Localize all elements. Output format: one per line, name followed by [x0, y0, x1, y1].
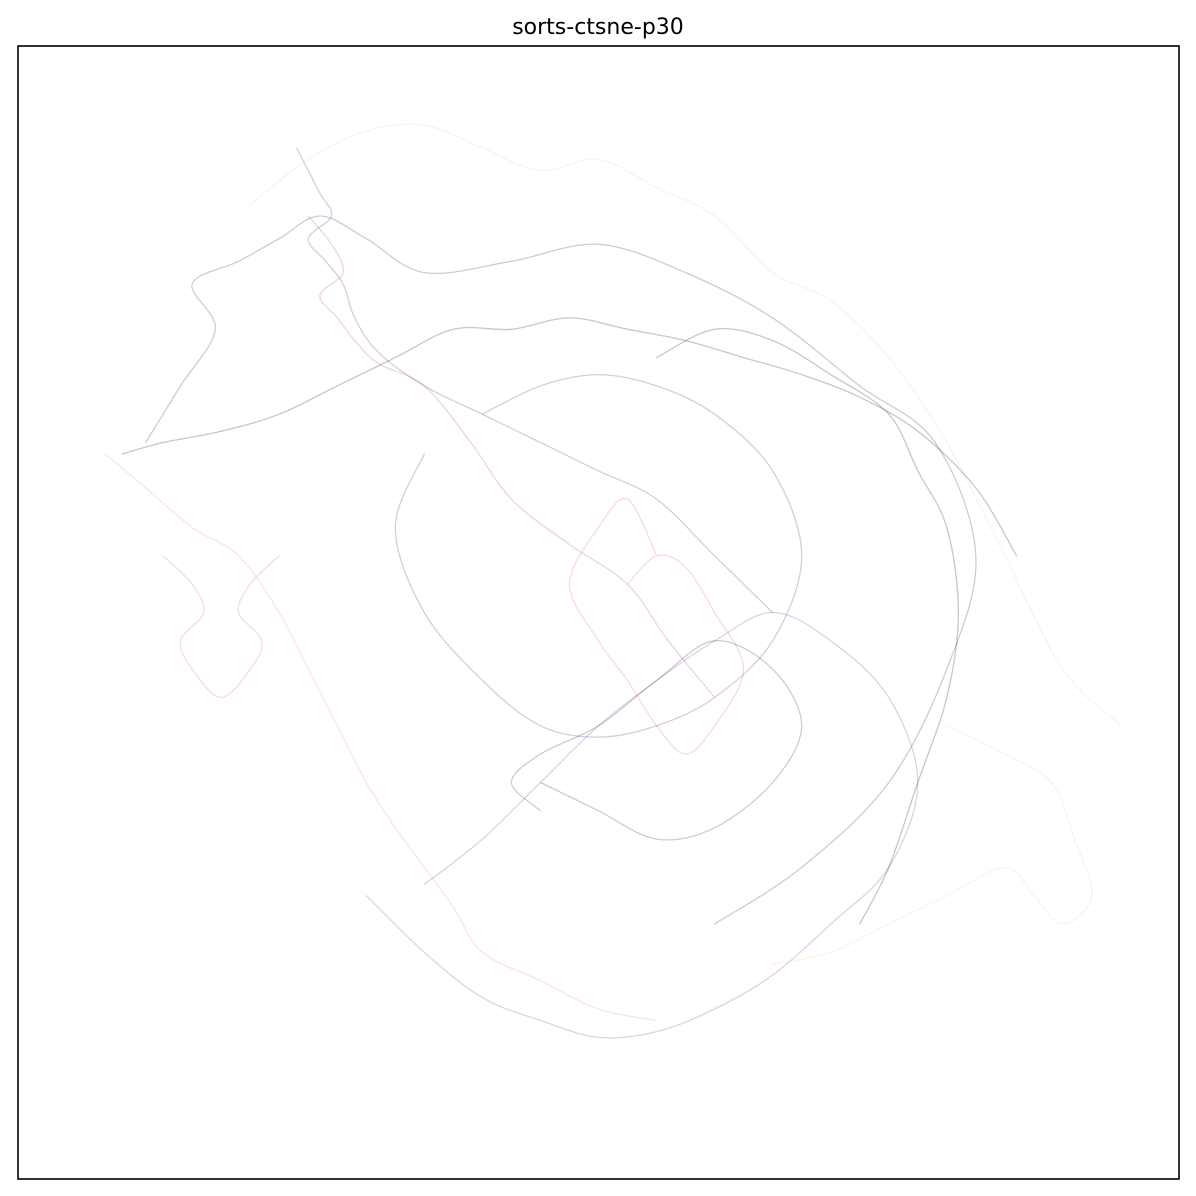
trajectory-line-6	[365, 611, 919, 1039]
trajectory-line-1	[295, 147, 774, 614]
trajectory-line-10	[394, 373, 803, 738]
trajectory-line-2	[307, 215, 716, 699]
trajectory-line-8	[771, 725, 1093, 965]
trajectory-line-0	[145, 215, 977, 925]
trajectory-line-9	[162, 668, 396, 982]
trajectory-line-5	[121, 317, 1018, 557]
trajectory-line-12	[162, 555, 280, 699]
plot-area-frame	[17, 45, 1180, 1180]
trajectory-line-4	[249, 123, 1122, 727]
trajectory-lines	[104, 123, 1122, 1039]
trajectory-line-7	[568, 497, 745, 755]
trajectory-line-3	[104, 453, 658, 1022]
trajectory-line-13	[655, 327, 960, 925]
chart-title: sorts-ctsne-p30	[512, 15, 684, 40]
trajectory-line-11	[510, 640, 803, 841]
